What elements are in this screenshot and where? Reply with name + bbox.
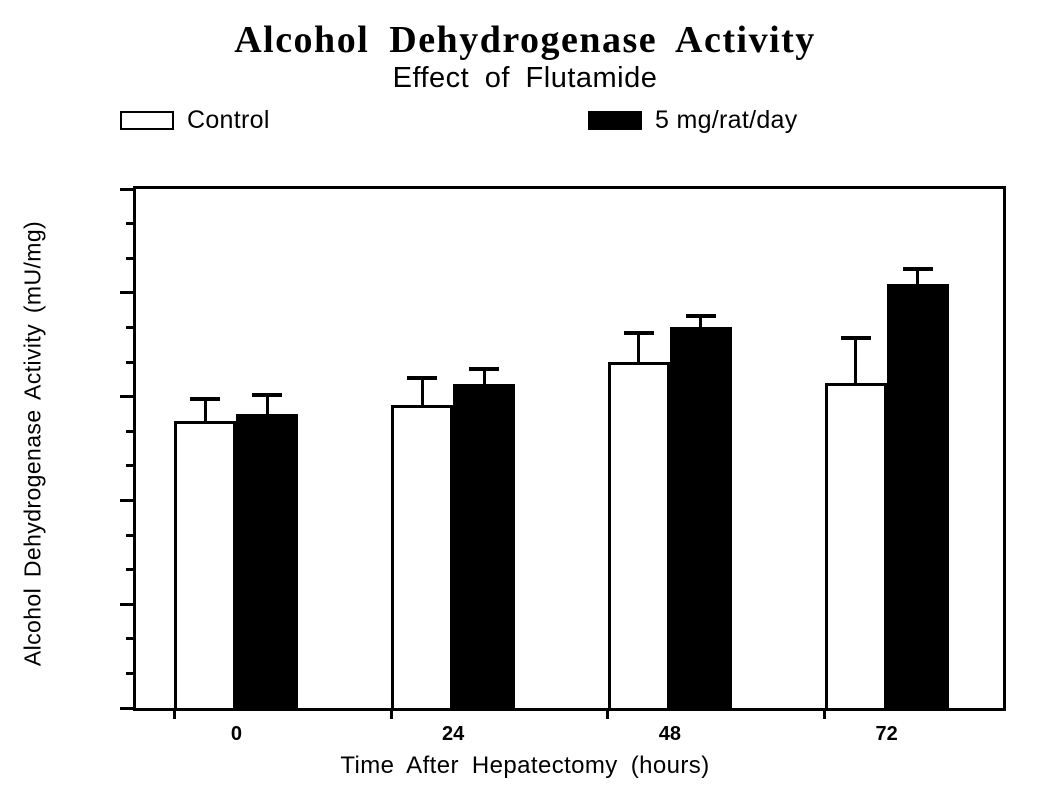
x-axis-tick	[172, 708, 176, 719]
error-bar-cap	[840, 336, 871, 341]
x-axis-title: Time After Hepatectomy (hours)	[340, 752, 710, 779]
y-axis-tick-minor	[126, 568, 136, 572]
plot-inner: 036912150244872	[120, 187, 1003, 745]
error-bar-cap	[685, 313, 716, 318]
x-axis-tick	[606, 708, 610, 719]
error-bar-stem	[265, 393, 269, 414]
y-axis-tick-minor	[126, 325, 136, 329]
page-title: Alcohol Dehydrogenase Activity	[234, 19, 816, 61]
y-axis-tick-major	[120, 706, 136, 710]
error-bar-cap	[469, 367, 500, 372]
legend-label-control: Control	[187, 105, 270, 134]
y-axis-tick-minor	[126, 222, 136, 226]
error-bar-stem	[203, 396, 207, 421]
legend-swatch-control-icon	[120, 110, 174, 130]
bar-control-48h	[607, 362, 670, 708]
x-axis-tick	[389, 708, 393, 719]
legend-label-treated: 5 mg/rat/day	[655, 105, 798, 134]
y-axis-tick-minor	[126, 256, 136, 260]
error-bar-cap	[623, 330, 654, 335]
y-axis-title: Alcohol Dehydrogenase Activity (mU/mg)	[19, 220, 46, 667]
y-axis-tick-major	[120, 602, 136, 606]
y-axis-tick-minor	[126, 671, 136, 675]
x-axis-tick	[823, 708, 827, 719]
y-axis-tick-major	[120, 291, 136, 295]
error-bar-cap	[407, 375, 438, 380]
x-axis-tick-label: 72	[875, 723, 898, 745]
y-axis-tick-minor	[126, 429, 136, 433]
x-axis-tick-label: 0	[230, 723, 242, 745]
error-bar-stem	[699, 313, 703, 328]
y-axis-tick-minor	[126, 637, 136, 641]
error-bar-stem	[482, 367, 486, 385]
y-axis-tick-major	[120, 187, 136, 191]
bar-treated-72h	[886, 284, 949, 708]
x-axis-tick-label: 24	[442, 723, 465, 745]
legend-swatch-treated-icon	[588, 110, 642, 130]
legend: Control 5 mg/rat/day	[120, 103, 880, 137]
bar-treated-0h	[236, 413, 299, 708]
error-bar-cap	[252, 393, 283, 398]
bar-control-24h	[391, 405, 454, 708]
plot-area: 036912150244872	[120, 186, 1006, 745]
error-bar-cap	[902, 266, 933, 271]
bar-treated-24h	[453, 384, 516, 708]
bar-control-0h	[174, 420, 237, 708]
legend-item-control: Control	[120, 103, 270, 137]
y-axis-tick-minor	[126, 360, 136, 364]
error-bar-stem	[420, 375, 424, 406]
y-axis-tick-minor	[126, 533, 136, 537]
error-bar-stem	[854, 336, 858, 383]
bar-treated-48h	[669, 327, 732, 708]
error-bar-stem	[637, 330, 641, 362]
y-axis-tick-minor	[126, 464, 136, 468]
error-bar-stem	[916, 266, 920, 285]
legend-item-treated: 5 mg/rat/day	[588, 103, 798, 137]
x-axis-tick-label: 48	[658, 723, 681, 745]
y-axis-tick-major	[120, 395, 136, 399]
y-axis-tick-major	[120, 498, 136, 502]
error-bar-cap	[190, 396, 221, 401]
bar-control-72h	[824, 382, 887, 708]
chart-subtitle: Effect of Flutamide	[392, 62, 658, 94]
